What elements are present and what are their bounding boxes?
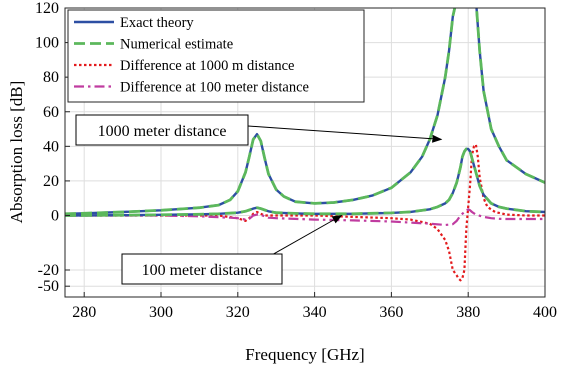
legend-label: Difference at 100 meter distance — [120, 80, 309, 96]
x-tick-label: 320 — [226, 304, 250, 321]
plot-frame — [64, 7, 546, 298]
annotations: 1000 meter distance 100 meter distance — [75, 114, 443, 285]
x-tick-label: 380 — [456, 304, 480, 321]
series-line-6 — [65, 147, 545, 217]
annotation-arrow — [269, 215, 343, 257]
y-tick-label: 40 — [43, 138, 59, 155]
y-tick-label: 0 — [51, 208, 59, 225]
series-line-2 — [65, 8, 545, 216]
y-axis-label: Absorption loss [dB] — [7, 81, 26, 224]
x-tick-label: 360 — [379, 304, 403, 321]
annotation-arrow — [247, 125, 443, 143]
annotation-label: 1000 meter distance — [98, 123, 227, 140]
y-tick-label: -20 — [38, 262, 59, 279]
series-line-3 — [65, 143, 545, 282]
x-axis-label: Frequency [GHz] — [245, 345, 364, 364]
x-tick-label: 280 — [72, 304, 96, 321]
legend-label: Numerical estimate — [120, 37, 233, 53]
y-tick-label: 80 — [43, 69, 59, 86]
legend: Exact theory Numerical estimate Difference… — [67, 9, 365, 103]
x-tick-label: 400 — [533, 304, 557, 321]
series-line-4 — [65, 208, 545, 227]
legend-label: Exact theory — [120, 15, 194, 31]
annotation-box — [75, 114, 249, 146]
ticks: 280 300 320 340 360 380 400 -50-20 0 20 40 60 80 100 1… — [35, 0, 557, 321]
x-tick-label: 300 — [149, 304, 173, 321]
y-tick-label: 120 — [35, 0, 59, 17]
x-tick-label: 340 — [303, 304, 327, 321]
legend-label: Difference at 1000 m distance — [120, 58, 294, 74]
annotation-box — [121, 253, 283, 285]
y-tick-label: 20 — [43, 173, 59, 190]
y-tick-label: 100 — [35, 35, 59, 52]
legend-box — [67, 9, 365, 103]
series-layer — [65, 8, 545, 282]
annotation-label: 100 meter distance — [142, 262, 263, 279]
y-tick-label: 60 — [43, 104, 59, 121]
y-tick-label: -50 — [38, 278, 59, 295]
